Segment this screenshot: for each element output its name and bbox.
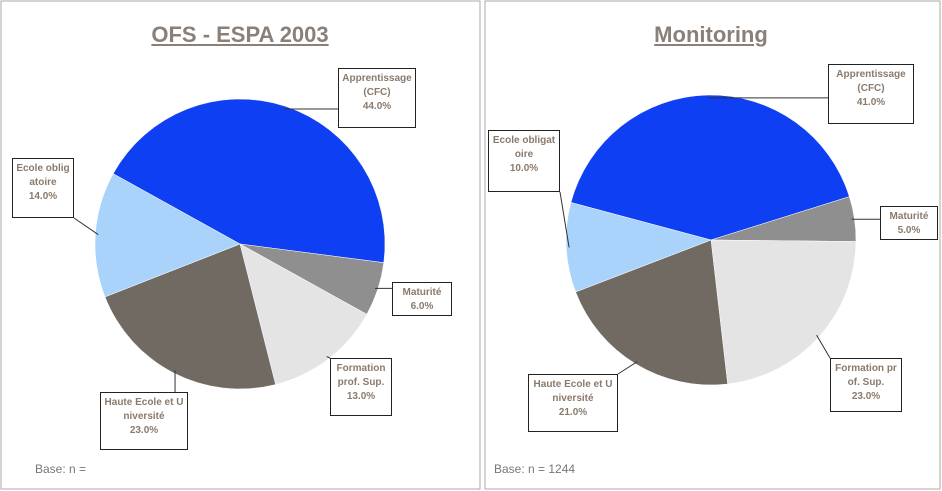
leader-line (326, 356, 331, 359)
pie-slice (565, 202, 712, 293)
slice-label: Apprentissage (CFC) 44.0% (338, 68, 416, 128)
label-name: Formation prof. Sup. (835, 363, 897, 388)
pie-slice (570, 94, 850, 241)
slice-label: Formation prof. Sup. 13.0% (330, 358, 392, 416)
label-name: Maturité (889, 211, 929, 222)
label-value: 41.0% (856, 97, 886, 108)
base-note: Base: n = (35, 462, 87, 476)
slice-label: Maturité 6.0% (392, 282, 452, 316)
slice-label: Ecole obligatoire 10.0% (488, 130, 560, 192)
slice-label: Haute Ecole et Université 23.0% (100, 392, 188, 450)
label-name: Ecole obligatoire (492, 135, 556, 160)
panel-border (484, 0, 941, 490)
label-value: 5.0% (897, 225, 921, 236)
leader-line (73, 217, 99, 235)
label-value: 21.0% (558, 407, 588, 418)
label-name: Apprentissage (CFC) (836, 69, 906, 94)
label-value: 13.0% (346, 391, 376, 402)
label-name: Ecole obligatoire (16, 163, 70, 188)
slice-label: Ecole obligatoire 14.0% (12, 158, 74, 218)
slice-label: Maturité 5.0% (880, 206, 938, 240)
pie-slice (710, 239, 857, 385)
label-value: 14.0% (28, 191, 58, 202)
label-name: Formation prof. Sup. (336, 363, 386, 388)
slice-label: Apprentissage (CFC) 41.0% (828, 64, 914, 124)
pie-slice (575, 239, 728, 386)
label-value: 23.0% (851, 391, 881, 402)
pie-slice (94, 173, 241, 298)
pie-slice (112, 98, 386, 263)
label-name: Maturité (402, 287, 442, 298)
label-name: Apprentissage (CFC) (342, 73, 412, 98)
pie-slice (239, 243, 368, 385)
slice-label: Formation prof. Sup. 23.0% (830, 358, 902, 412)
label-name: Haute Ecole et Université (104, 397, 184, 422)
label-value: 44.0% (362, 101, 392, 112)
slice-label: Haute Ecole et Université 21.0% (528, 374, 618, 432)
leader-line (617, 361, 638, 375)
leader-line (816, 334, 831, 359)
chart-title: OFS - ESPA 2003 (151, 22, 329, 47)
label-value: 6.0% (410, 301, 434, 312)
label-value: 10.0% (509, 163, 539, 174)
panel-border (0, 0, 481, 490)
base-note: Base: n = 1244 (494, 462, 576, 476)
label-name: Haute Ecole et Université (533, 379, 613, 404)
label-value: 23.0% (129, 425, 159, 436)
leader-line (559, 191, 570, 248)
chart-title: Monitoring (654, 22, 768, 47)
